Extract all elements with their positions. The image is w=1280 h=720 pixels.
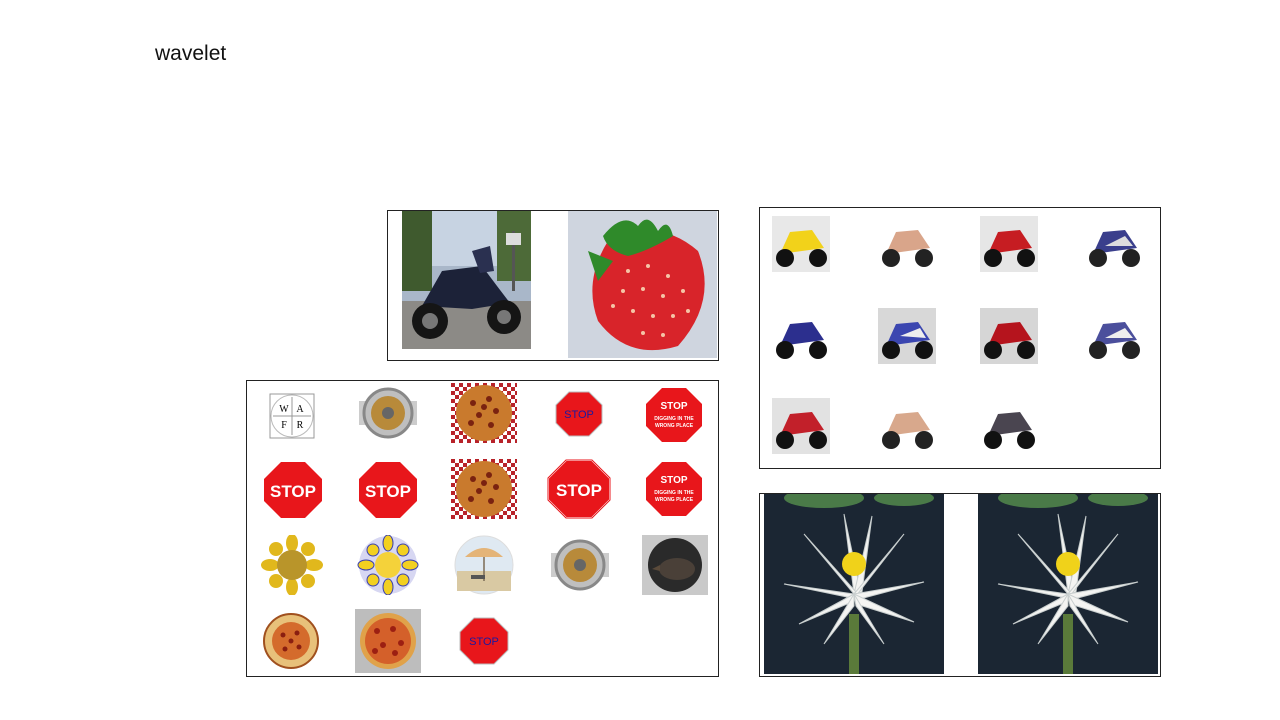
motorcycle-results-panel: [759, 207, 1161, 469]
result-beach-umbrella: [451, 535, 517, 595]
result-stop-sign-blue-2: STOP: [459, 617, 509, 665]
stop-sign-text: STOP: [660, 401, 687, 412]
stop-sign-subtext-2: WRONG PLACE: [655, 497, 694, 503]
query-strawberry-image: [568, 211, 717, 358]
stop-sign-text: STOP: [556, 481, 602, 500]
mixed-results-panel: W A F R STOP STOP DIGGING IN THE WRONG P…: [246, 380, 719, 677]
stop-sign-subtext-2: WRONG PLACE: [655, 423, 694, 429]
result-wafr-logo: W A F R: [269, 393, 315, 439]
wafr-letter-f: F: [281, 420, 287, 431]
wafr-letter-a: A: [296, 404, 304, 415]
result-motorcycle-5: [772, 308, 830, 364]
result-pizza-badge: [263, 613, 319, 669]
query-motorcycle-image: [402, 211, 531, 349]
result-sunflower-1: [261, 535, 323, 595]
stop-sign-text: STOP: [270, 482, 316, 501]
wafr-letter-w: W: [279, 404, 289, 415]
query-images-panel: [387, 210, 719, 361]
result-pizza-checker-2: [451, 459, 517, 519]
result-motorcycle-7: [980, 308, 1038, 364]
result-stop-digging-2: STOP DIGGING IN THE WRONG PLACE: [645, 461, 703, 517]
stop-sign-text: STOP: [365, 482, 411, 501]
stop-sign-subtext-1: DIGGING IN THE: [654, 416, 694, 422]
result-stop-sign-3: STOP: [358, 461, 418, 519]
result-pizza-checker-1: [451, 383, 517, 443]
result-motorcycle-3: [980, 216, 1038, 272]
result-pizza-gray: [355, 609, 421, 673]
result-hedgehog: [642, 535, 708, 595]
result-pocket-watch-2: [547, 535, 613, 595]
result-motorcycle-2: [878, 216, 936, 272]
result-water-lily-2: [978, 494, 1158, 674]
result-motorcycle-6: [878, 308, 936, 364]
lily-results-panel: [759, 493, 1161, 677]
result-motorcycle-4: [1085, 216, 1143, 272]
result-stop-sign-blue-1: STOP: [555, 391, 603, 437]
result-stop-sign-2: STOP: [263, 461, 323, 519]
stop-sign-text: STOP: [660, 475, 687, 486]
result-motorcycle-9: [772, 398, 830, 454]
stop-sign-text: STOP: [564, 409, 594, 421]
wafr-letter-r: R: [297, 420, 304, 431]
result-motorcycle-1: [772, 216, 830, 272]
result-pocket-watch-1: [355, 383, 421, 443]
stop-sign-subtext-1: DIGGING IN THE: [654, 490, 694, 496]
result-stop-sign-4: STOP: [547, 459, 611, 519]
stop-sign-text: STOP: [469, 636, 499, 648]
slide-title: wavelet: [155, 42, 227, 65]
result-motorcycle-8: [1085, 308, 1143, 364]
result-motorcycle-11: [980, 398, 1038, 454]
result-stop-digging-1: STOP DIGGING IN THE WRONG PLACE: [645, 387, 703, 443]
result-water-lily-1: [764, 494, 944, 674]
result-sunflower-2: [357, 535, 419, 595]
result-motorcycle-10: [878, 398, 936, 454]
